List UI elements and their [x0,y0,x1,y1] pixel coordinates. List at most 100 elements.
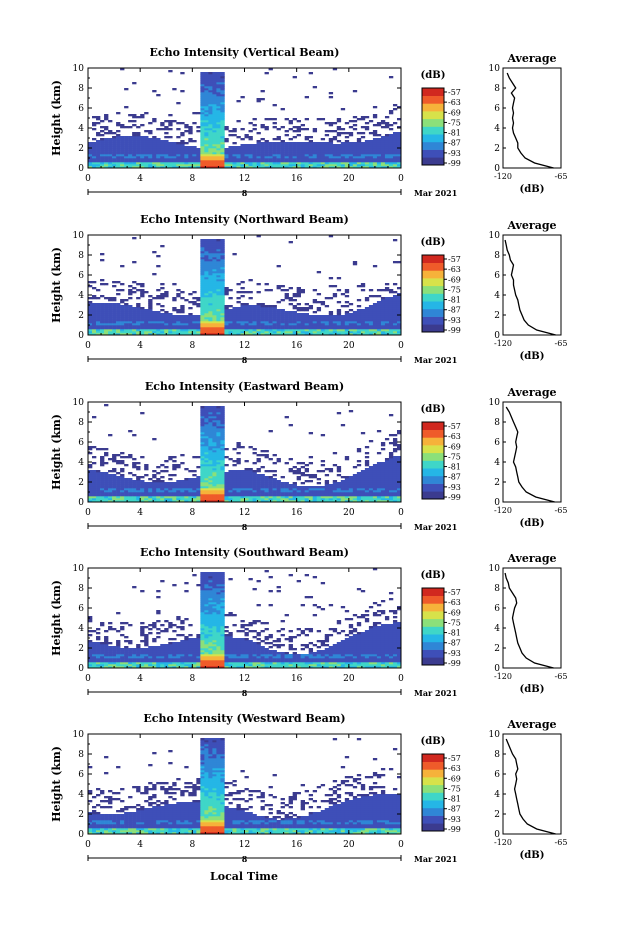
heatmap-cell [376,490,382,493]
heatmap-cell [148,164,153,167]
heatmap-cell [348,500,354,503]
heatmap-cell [88,654,93,657]
heatmap-cell [296,315,301,318]
heatmap-cell [236,297,241,300]
heatmap-cell [344,136,350,139]
heatmap-cell [372,488,378,491]
heatmap-cell [164,162,169,165]
heatmap-cell [328,154,334,157]
heatmap-cell [376,160,382,163]
heatmap-cell [388,164,394,167]
heatmap-cell [192,325,197,328]
heatmap-cell [244,500,249,503]
heatmap-cell [108,664,113,667]
heatmap-cell [300,160,305,163]
heatmap-cell [216,321,221,324]
heatmap-cell [380,492,386,495]
heatmap-cell [380,152,386,155]
heatmap-cell [368,476,374,479]
heatmap-cell [292,325,297,328]
heatmap-cell [96,311,101,314]
heatmap-cell [200,470,205,473]
heatmap-cell [136,466,141,469]
heatmap-cell [112,482,117,485]
heatmap-cell [100,279,105,282]
heatmap-cell [252,500,257,503]
heatmap-cell [204,478,209,481]
heatmap-cell [316,321,322,324]
heatmap-cell [268,494,273,497]
heatmap-cell [196,327,201,330]
heatmap-cell [276,498,281,501]
heatmap-cell [208,265,213,268]
heatmap-cell [336,146,342,149]
heatmap-cell [144,482,149,485]
heatmap-cell [156,313,161,316]
heatmap-cell [360,486,366,489]
heatmap-cell [292,162,297,165]
heatmap-cell [132,464,137,467]
heatmap-cell [220,275,225,278]
heatmap-cell [208,476,213,479]
heatmap-cell [396,486,402,489]
heatmap-cell [316,498,322,501]
heatmap-cell [332,295,338,298]
heatmap-cell [140,142,145,145]
heatmap-cell [176,154,181,157]
heatmap-cell [140,283,145,286]
heatmap-cell [352,486,358,489]
heatmap-cell [200,104,205,107]
heatmap-cell [208,144,213,147]
heatmap-cell [384,488,390,491]
heatmap-cell [396,261,402,264]
heatmap-cell [232,315,237,318]
heatmap-cell [104,404,109,407]
heatmap-cell [172,490,177,493]
heatmap-cell [388,325,394,328]
heatmap-cell [292,315,297,318]
heatmap-cell [212,329,217,332]
heatmap-cell [192,140,197,143]
heatmap-cell [196,325,201,328]
heatmap-cell [348,331,354,334]
heatmap-cell [104,494,109,497]
heatmap-cell [372,311,378,314]
heatmap-cell [296,327,301,330]
heatmap-cell [96,144,101,147]
heatmap-cell [204,279,209,282]
heatmap-cell [132,321,137,324]
heatmap-cell [272,142,277,145]
heatmap-cell [264,329,269,332]
heatmap-cell [292,313,297,316]
heatmap-cell [324,305,330,308]
heatmap-cell [128,315,133,318]
heatmap-cell [212,88,217,91]
heatmap-cell [388,297,394,300]
heatmap-cell [120,307,125,310]
heatmap-cell [372,154,378,157]
heatmap-cell [308,494,314,497]
heatmap-cell [172,486,177,489]
heatmap-cell [272,478,277,481]
heatmap-cell [216,134,221,137]
heatmap-cell [372,478,378,481]
heatmap-cell [284,331,289,334]
heatmap-cell [368,140,374,143]
heatmap-cell [216,488,221,491]
heatmap-cell [292,295,297,298]
heatmap-cell [248,319,253,322]
heatmap-cell [172,283,177,286]
heatmap-cell [104,498,109,501]
heatmap-cell [200,474,205,477]
heatmap-cell [200,166,205,169]
heatmap-cell [160,297,165,300]
heatmap-cell [220,301,225,304]
heatmap-cell [88,644,93,647]
heatmap-cell [204,120,209,123]
heatmap-cell [260,313,265,316]
heatmap-cell [268,289,273,292]
heatmap-cell [392,146,398,149]
heatmap-cell [96,646,101,649]
heatmap-cell [228,309,233,312]
